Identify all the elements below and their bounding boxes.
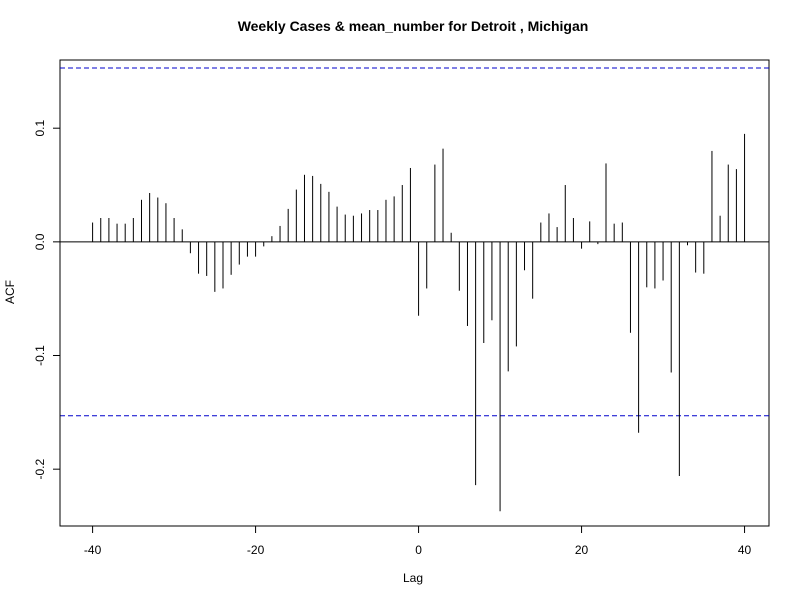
x-tick-label: -40 xyxy=(84,543,102,557)
plot-area: -40 -20 0 20 40 -0.2 -0.1 0.0 0.1 xyxy=(33,59,770,557)
y-tick-label: 0.0 xyxy=(33,233,47,250)
y-axis-label: ACF xyxy=(3,280,17,304)
y-tick-label: -0.1 xyxy=(33,345,47,366)
x-tick-label: 20 xyxy=(575,543,589,557)
chart-title: Weekly Cases & mean_number for Detroit ,… xyxy=(238,18,589,34)
plot-frame xyxy=(59,59,770,527)
x-tick-label: 40 xyxy=(738,543,752,557)
x-tick-label: 0 xyxy=(415,543,422,557)
x-tick-label: -20 xyxy=(247,543,265,557)
y-tick-label: -0.2 xyxy=(33,459,47,480)
x-axis-label: Lag xyxy=(403,571,423,585)
y-tick-label: 0.1 xyxy=(33,120,47,137)
